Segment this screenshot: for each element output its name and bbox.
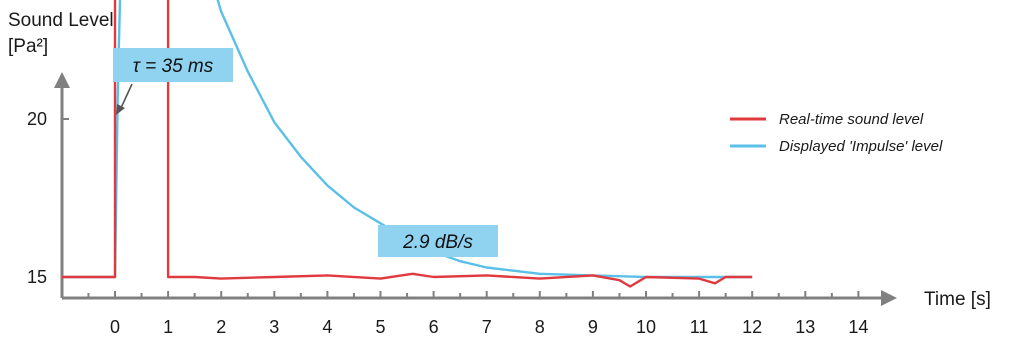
x-tick-label: 6 [429, 317, 439, 337]
legend: Real-time sound level Displayed 'Impulse'… [730, 111, 943, 155]
x-tick-label: 3 [269, 317, 279, 337]
x-tick-label: 2 [216, 317, 226, 337]
legend-item-real-time-label: Real-time sound level [779, 111, 924, 128]
series-line-impulse [61, 0, 753, 279]
x-tick-label: 10 [636, 317, 656, 337]
tick-labels: 0123456789101112131415202530 [27, 109, 868, 337]
x-axis-title: Time [s] [924, 289, 991, 310]
y-tick-label: 15 [27, 267, 47, 287]
x-tick-label: 8 [535, 317, 545, 337]
x-axis-arrow [881, 290, 897, 306]
annotation-decay-rate: 2.9 dB/s [402, 232, 473, 253]
x-tick-label: 7 [482, 317, 492, 337]
series [61, 0, 753, 288]
x-tick-label: 0 [110, 317, 120, 337]
x-tick-label: 1 [163, 317, 173, 337]
annotation-pointer [120, 83, 133, 109]
x-tick-label: 4 [322, 317, 332, 337]
legend-item-impulse-label: Displayed 'Impulse' level [779, 138, 943, 155]
annotation-pointer-head [116, 104, 125, 115]
annotation-box-tau [113, 48, 233, 82]
x-tick-label: 13 [795, 317, 815, 337]
y-axis-arrow [54, 72, 70, 88]
y-axis-title-line2: [Pa²] [8, 36, 48, 57]
annotation-box-decay [378, 225, 498, 257]
annotations: τ = 35 ms 2.9 dB/s [113, 48, 498, 257]
axes: Sound Level [Pa²] Time [s] [8, 10, 991, 310]
x-tick-label: 11 [690, 317, 709, 337]
series-line-real-time [61, 0, 753, 288]
x-tick-label: 9 [588, 317, 598, 337]
x-tick-label: 5 [375, 317, 385, 337]
y-axis-title-line1: Sound Level [8, 10, 114, 31]
x-tick-label: 14 [848, 317, 868, 337]
x-tick-label: 12 [742, 317, 762, 337]
annotation-tau: τ = 35 ms [133, 56, 214, 77]
y-tick-label: 20 [27, 109, 47, 129]
